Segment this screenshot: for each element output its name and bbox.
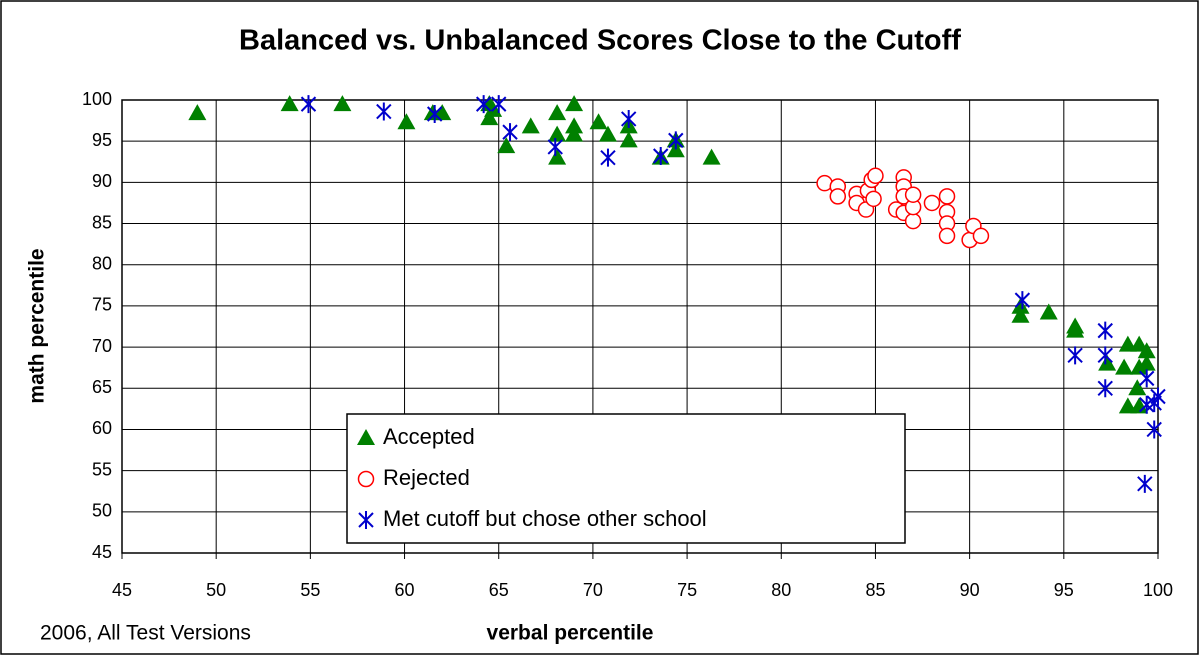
marker-triangle bbox=[521, 117, 540, 134]
marker-triangle bbox=[1118, 397, 1137, 414]
marker-star bbox=[1097, 346, 1113, 365]
marker-circle bbox=[904, 212, 922, 230]
marker-star bbox=[376, 102, 392, 121]
marker-star bbox=[491, 95, 507, 114]
x-tick-label: 45 bbox=[112, 580, 132, 600]
y-tick-label: 50 bbox=[92, 501, 112, 521]
marker-triangle bbox=[1039, 303, 1058, 320]
legend-label: Rejected bbox=[383, 465, 470, 490]
marker-triangle bbox=[589, 113, 608, 130]
marker-triangle bbox=[619, 131, 638, 148]
marker-triangle bbox=[1130, 358, 1149, 375]
marker-circle bbox=[972, 227, 990, 245]
legend-marker bbox=[358, 511, 374, 529]
y-tick-label: 55 bbox=[92, 459, 112, 479]
marker-triangle bbox=[702, 148, 721, 165]
annotation: 2006, All Test Versions bbox=[40, 622, 251, 645]
legend-marker bbox=[357, 429, 375, 445]
x-tick-label: 95 bbox=[1054, 580, 1074, 600]
marker-triangle bbox=[548, 148, 567, 165]
marker-star bbox=[300, 95, 317, 114]
x-axis-label: verbal percentile bbox=[487, 622, 654, 645]
x-tick-label: 100 bbox=[1143, 580, 1173, 600]
marker-star bbox=[502, 123, 518, 142]
marker-triangle bbox=[1130, 397, 1149, 414]
x-tick-label: 80 bbox=[771, 580, 791, 600]
y-tick-label: 60 bbox=[92, 418, 112, 438]
marker-circle bbox=[829, 188, 847, 205]
x-tick-label: 65 bbox=[489, 580, 509, 600]
marker-star bbox=[620, 109, 637, 128]
marker-circle bbox=[938, 188, 956, 205]
marker-star bbox=[1097, 379, 1113, 398]
marker-star bbox=[668, 131, 684, 150]
marker-star bbox=[1137, 474, 1153, 493]
marker-star bbox=[1097, 321, 1113, 340]
x-tick-label: 90 bbox=[960, 580, 980, 600]
y-axis-label: math percentile bbox=[26, 248, 49, 403]
x-tick-label: 85 bbox=[865, 580, 885, 600]
marker-star bbox=[1146, 420, 1162, 439]
plot-area bbox=[121, 99, 1159, 554]
marker-triangle bbox=[565, 95, 584, 112]
marker-triangle bbox=[1118, 335, 1137, 352]
y-tick-label: 85 bbox=[92, 212, 112, 232]
marker-triangle bbox=[598, 125, 617, 142]
legend-box bbox=[346, 413, 906, 544]
marker-triangle bbox=[565, 125, 584, 142]
x-tick-label: 50 bbox=[206, 580, 226, 600]
marker-triangle bbox=[397, 113, 416, 130]
y-tick-label: 80 bbox=[92, 253, 112, 273]
marker-triangle bbox=[1128, 379, 1147, 396]
y-tick-label: 90 bbox=[92, 171, 112, 191]
marker-star bbox=[547, 137, 563, 156]
marker-circle bbox=[865, 190, 882, 208]
marker-triangle bbox=[548, 104, 567, 121]
legend-label: Met cutoff but chose other school bbox=[383, 506, 707, 531]
x-tick-label: 60 bbox=[395, 580, 415, 600]
marker-circle bbox=[867, 167, 884, 185]
marker-circle bbox=[938, 227, 956, 245]
y-tick-label: 95 bbox=[92, 130, 112, 150]
marker-triangle bbox=[548, 125, 567, 142]
y-tick-label: 70 bbox=[92, 336, 112, 356]
marker-circle bbox=[904, 186, 922, 203]
marker-star bbox=[1014, 291, 1031, 310]
marker-triangle bbox=[188, 104, 207, 121]
marker-triangle bbox=[497, 137, 516, 154]
x-tick-label: 70 bbox=[583, 580, 603, 600]
legend-label: Accepted bbox=[383, 424, 475, 449]
x-tick-label: 75 bbox=[677, 580, 697, 600]
y-tick-label: 75 bbox=[92, 295, 112, 315]
y-tick-label: 45 bbox=[92, 542, 112, 562]
marker-triangle bbox=[1011, 306, 1030, 323]
marker-star bbox=[600, 148, 616, 167]
y-tick-label: 65 bbox=[92, 377, 112, 397]
marker-star bbox=[653, 147, 669, 166]
y-tick-label: 100 bbox=[82, 89, 112, 109]
legend-marker bbox=[357, 470, 375, 488]
marker-triangle bbox=[1066, 321, 1085, 338]
marker-triangle bbox=[565, 117, 584, 134]
marker-star bbox=[426, 105, 443, 124]
chart-title: Balanced vs. Unbalanced Scores Close to … bbox=[239, 25, 961, 57]
marker-star bbox=[1150, 387, 1166, 406]
marker-triangle bbox=[1137, 354, 1156, 371]
marker-triangle bbox=[1115, 358, 1134, 375]
marker-triangle bbox=[480, 109, 499, 126]
marker-star bbox=[1067, 346, 1083, 365]
marker-circle bbox=[923, 194, 941, 212]
marker-star bbox=[1138, 369, 1155, 388]
marker-triangle bbox=[1098, 354, 1117, 371]
x-tick-label: 55 bbox=[300, 580, 320, 600]
marker-star bbox=[475, 95, 492, 114]
marker-triangle bbox=[1137, 342, 1156, 359]
marker-triangle bbox=[280, 95, 299, 112]
marker-triangle bbox=[333, 95, 352, 112]
marker-triangle bbox=[1011, 297, 1030, 314]
